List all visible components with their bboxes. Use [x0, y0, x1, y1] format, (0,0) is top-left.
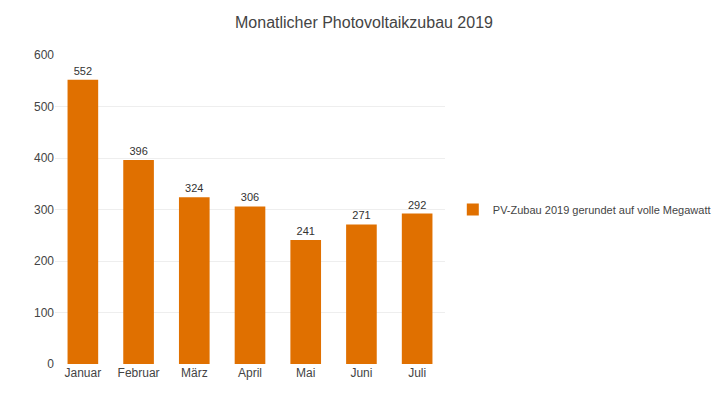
svg-text:Februar: Februar — [118, 366, 160, 380]
svg-text:300: 300 — [34, 203, 54, 217]
svg-text:April: April — [238, 366, 262, 380]
svg-text:400: 400 — [34, 151, 54, 165]
svg-text:600: 600 — [34, 48, 54, 62]
svg-text:Juli: Juli — [408, 366, 426, 380]
svg-text:324: 324 — [185, 182, 203, 194]
svg-text:500: 500 — [34, 100, 54, 114]
svg-text:241: 241 — [297, 225, 315, 237]
svg-text:306: 306 — [241, 191, 259, 203]
svg-text:0: 0 — [47, 357, 54, 371]
svg-text:Mai: Mai — [296, 366, 315, 380]
svg-text:PV-Zubau 2019 gerundet auf vol: PV-Zubau 2019 gerundet auf volle Megawat… — [493, 204, 711, 216]
svg-text:100: 100 — [34, 306, 54, 320]
svg-text:396: 396 — [129, 145, 147, 157]
svg-text:292: 292 — [408, 199, 426, 211]
svg-text:März: März — [181, 366, 208, 380]
svg-text:200: 200 — [34, 254, 54, 268]
svg-text:Januar: Januar — [65, 366, 102, 380]
svg-text:Monatlicher Photovoltaikzubau: Monatlicher Photovoltaikzubau 2019 — [235, 14, 493, 31]
svg-text:552: 552 — [74, 65, 92, 77]
svg-text:Juni: Juni — [350, 366, 372, 380]
svg-text:271: 271 — [352, 209, 370, 221]
